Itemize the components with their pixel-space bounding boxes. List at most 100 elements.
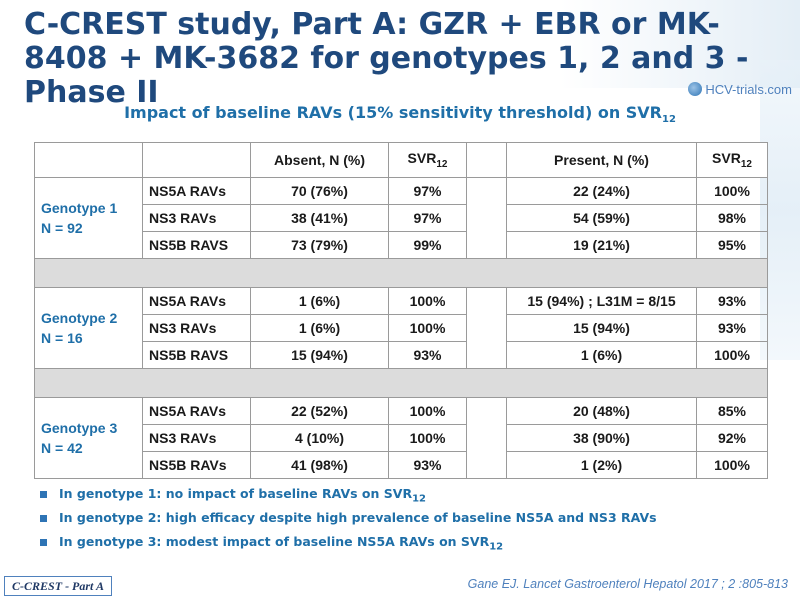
bullet-text: In genotype 1: no impact of baseline RAV… [59,486,413,501]
absent-cell: 1 (6%) [250,314,389,342]
svr-absent-cell: 100% [388,397,467,425]
list-item: In genotype 3: modest impact of baseline… [40,534,657,558]
svr-absent-cell: 97% [388,204,467,232]
svr-absent-cell: 100% [388,424,467,452]
svr-absent-cell: 97% [388,177,467,205]
absent-cell: 73 (79%) [250,231,389,259]
header-svr-absent: SVR12 [388,142,467,178]
bullet-text: In genotype 2: high efficacy despite hig… [59,510,657,525]
absent-cell: 70 (76%) [250,177,389,205]
separator-cell [34,368,768,398]
rav-cell: NS3 RAVs [142,424,251,452]
table-row: NS3 RAVs 1 (6%) 100% 15 (94%) 93% [35,314,768,342]
table-row: NS5B RAVS 73 (79%) 99% 19 (21%) 95% [35,231,768,259]
svr-present-cell: 100% [696,341,768,369]
spacer-cell [466,287,507,369]
title-banner [0,0,800,88]
table-row: Genotype 2 N = 16 NS5A RAVs 1 (6%) 100% 1… [34,287,768,369]
present-cell: 1 (2%) [506,451,697,479]
subtitle-sub: 12 [662,114,676,126]
rav-cell: NS5A RAVs [142,177,251,205]
svr-present-cell: 92% [696,424,768,452]
svr-present-cell: 95% [696,231,768,259]
bullet-sub: 12 [412,493,426,505]
svr-absent-cell: 93% [388,451,467,479]
svr-present-cell: 93% [696,287,768,315]
header-svr-label: SVR [712,150,741,167]
reference-citation: Gane EJ. Lancet Gastroenterol Hepatol 20… [467,577,788,591]
header-svr-sub: 12 [436,158,448,170]
genotype-n: N = 42 [41,440,83,456]
page-title: C-CREST study, Part A: GZR + EBR or MK-8… [24,7,749,110]
genotype-label: Genotype 2 [41,310,118,326]
list-item: In genotype 1: no impact of baseline RAV… [40,486,657,510]
table-row: NS5B RAVS 15 (94%) 93% 1 (6%) 100% [35,341,768,369]
svr-absent-cell: 100% [388,287,467,315]
absent-cell: 22 (52%) [250,397,389,425]
genotype-cell: Genotype 3 N = 42 [34,397,143,479]
header-absent: Absent, N (%) [250,142,389,178]
svr-absent-cell: 93% [388,341,467,369]
header-svr-sub: 12 [740,158,752,170]
table-subtitle: Impact of baseline RAVs (15% sensitivity… [0,103,800,125]
header-svr-label: SVR [407,150,437,167]
logo-globe-icon [688,82,703,96]
rav-svr-table: Absent, N (%) SVR12 Present, N (%) SVR12… [34,142,768,479]
conclusion-list: In genotype 1: no impact of baseline RAV… [40,486,657,558]
header-empty-2 [142,142,251,178]
absent-cell: 15 (94%) [250,341,389,369]
header-empty-1 [34,142,143,178]
present-cell: 54 (59%) [506,204,697,232]
genotype-label: Genotype 1 [41,200,118,216]
spacer-cell [466,397,507,479]
absent-cell: 41 (98%) [250,451,389,479]
present-cell: 19 (21%) [506,231,697,259]
table-row: Genotype 3 N = 42 NS5A RAVs 22 (52%) 100%… [34,397,768,479]
svr-present-cell: 85% [696,397,768,425]
rav-cell: NS5B RAVs [142,451,251,479]
svr-present-cell: 100% [696,177,768,205]
bullet-sub: 12 [489,541,504,553]
bullet-square-icon [40,491,47,498]
separator-row [34,368,768,398]
table-row: NS3 RAVs 38 (41%) 97% 54 (59%) 98% [35,204,768,232]
bullet-text: In genotype 3: modest impact of baseline… [59,534,490,549]
genotype-n: N = 92 [41,220,83,236]
separator-cell [34,258,768,288]
present-cell: 15 (94%) ; L31M = 8/15 [506,287,697,315]
header-empty-3 [466,142,507,178]
present-cell: 22 (24%) [506,177,697,205]
rav-cell: NS3 RAVs [142,204,251,232]
genotype-cell: Genotype 2 N = 16 [34,287,143,369]
separator-row [34,258,768,288]
header-present: Present, N (%) [506,142,697,178]
logo-text: HCV-trials.com [705,81,792,97]
bullet-square-icon [40,515,47,522]
rav-cell: NS5A RAVs [142,397,251,425]
rav-cell: NS3 RAVs [142,314,251,342]
genotype-n: N = 16 [41,330,83,346]
present-cell: 1 (6%) [506,341,697,369]
bullet-square-icon [40,539,47,546]
spacer-cell [466,177,507,259]
genotype-label: Genotype 3 [41,420,118,436]
header-svr-present: SVR12 [696,142,768,178]
svr-absent-cell: 100% [388,314,467,342]
svr-present-cell: 98% [696,204,768,232]
table-header-row: Absent, N (%) SVR12 Present, N (%) SVR12 [34,142,768,178]
present-cell: 15 (94%) [506,314,697,342]
table-row: NS5B RAVs 41 (98%) 93% 1 (2%) 100% [35,451,768,479]
present-cell: 20 (48%) [506,397,697,425]
list-item: In genotype 2: high efficacy despite hig… [40,510,657,534]
absent-cell: 4 (10%) [250,424,389,452]
rav-cell: NS5B RAVS [142,341,251,369]
rav-cell: NS5B RAVS [142,231,251,259]
genotype-cell: Genotype 1 N = 92 [34,177,143,259]
study-tag: C-CREST - Part A [4,576,112,596]
hcv-trials-logo: HCV-trials.com [688,80,792,98]
svr-present-cell: 93% [696,314,768,342]
svr-absent-cell: 99% [388,231,467,259]
subtitle-main: Impact of baseline RAVs (15% sensitivity… [124,103,662,122]
table-row: NS3 RAVs 4 (10%) 100% 38 (90%) 92% [35,424,768,452]
